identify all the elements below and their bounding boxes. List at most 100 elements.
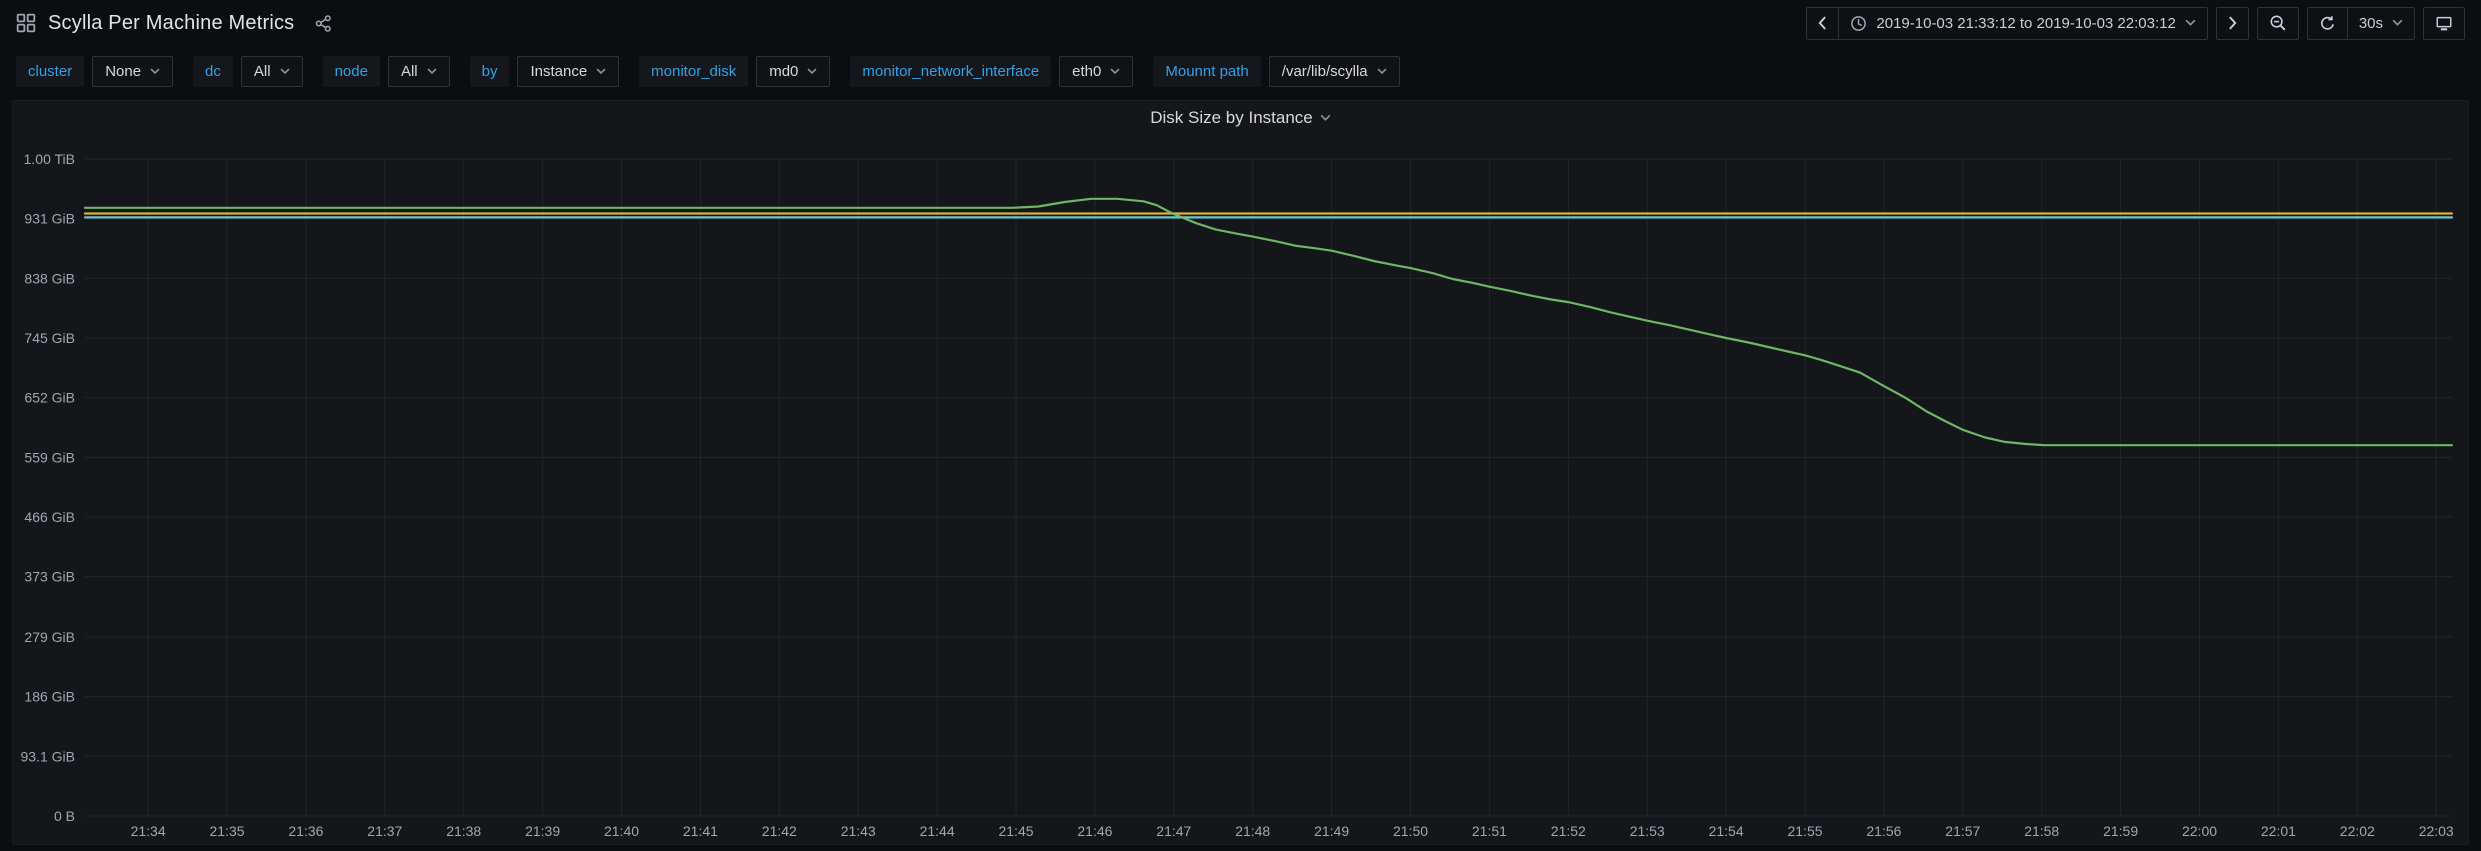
caret-down-icon [1110,68,1120,75]
x-axis-tick-label: 21:42 [762,823,797,839]
x-axis-tick-label: 21:53 [1630,823,1665,839]
caret-down-icon [2185,19,2196,27]
top-navbar: Scylla Per Machine Metrics 2019-10 [0,0,2481,46]
refresh-interval-value: 30s [2358,14,2383,32]
variable-group-node: node All [322,55,450,87]
x-axis-tick-label: 22:02 [2340,823,2375,839]
x-axis-tick-label: 21:55 [1787,823,1822,839]
panel-title: Disk Size by Instance [1150,108,1313,127]
x-axis-tick-label: 21:35 [209,823,244,839]
y-axis-tick-label: 466 GiB [24,509,75,525]
caret-down-icon [150,68,160,75]
zoom-out-icon [2270,15,2286,31]
variable-group-by: by Instance [469,55,620,87]
x-axis-tick-label: 21:54 [1709,823,1744,839]
x-axis-tick-label: 21:50 [1393,823,1428,839]
variable-label: by [469,55,510,87]
y-axis-tick-label: 186 GiB [24,689,75,705]
x-axis-tick-label: 21:48 [1235,823,1270,839]
x-axis-tick-label: 21:36 [288,823,323,839]
x-axis-tick-label: 21:47 [1156,823,1191,839]
variable-label: monitor_disk [639,55,749,87]
x-axis-tick-label: 21:38 [446,823,481,839]
y-axis-tick-label: 1.00 TiB [24,151,75,167]
variable-value-dropdown[interactable]: Instance [517,55,620,87]
panel-disk-size: Disk Size by Instance 1.00 TiB 931 GiB 838… [12,100,2469,845]
x-axis-tick-label: 22:01 [2261,823,2296,839]
share-button[interactable] [314,14,333,33]
refresh-controls: 30s [2306,6,2415,40]
variable-group-monitor-network-interface: monitor_network_interface eth0 [850,55,1134,87]
caret-down-icon [427,68,437,75]
variable-group-dc: dc All [193,55,303,87]
variable-group-monitor-disk: monitor_disk md0 [639,55,831,87]
kiosk-mode-button[interactable] [2424,8,2464,39]
y-axis-tick-label: 931 GiB [24,211,75,227]
x-axis-tick-label: 22:03 [2419,823,2454,839]
variable-selected-value: md0 [769,62,799,80]
variable-value-dropdown[interactable]: None [92,55,174,87]
x-axis-tick-label: 21:37 [367,823,402,839]
x-axis-tick-label: 21:46 [1077,823,1112,839]
caret-down-icon [280,68,290,75]
variable-value-dropdown[interactable]: md0 [756,55,831,87]
x-axis-tick-label: 21:40 [604,823,639,839]
caret-down-icon [807,68,817,75]
x-axis-tick-label: 21:58 [2024,823,2059,839]
page-title[interactable]: Scylla Per Machine Metrics [48,11,295,34]
chevron-left-icon [1818,16,1827,30]
variable-label: monitor_network_interface [850,55,1052,87]
dashboard-grid-icon[interactable] [16,13,36,33]
y-axis-tick-label: 745 GiB [24,330,75,346]
variable-selected-value: eth0 [1072,62,1102,80]
caret-down-icon [596,68,606,75]
variable-selected-value: /var/lib/scylla [1281,62,1368,80]
template-variables-row: cluster None dc All node All by Instance monitor… [0,46,2481,96]
x-axis-tick-label: 21:34 [131,823,166,839]
panel-header[interactable]: Disk Size by Instance [13,101,2468,135]
x-axis-tick-label: 21:41 [683,823,718,839]
variable-label: Mounnt path [1153,55,1261,87]
caret-down-icon [2392,19,2403,27]
y-axis-tick-label: 0 B [54,808,75,824]
x-axis-tick-label: 21:59 [2103,823,2138,839]
clock-icon [1851,15,1867,31]
refresh-button[interactable] [2308,8,2347,39]
caret-down-icon [1377,68,1387,75]
x-axis-tick-label: 21:44 [920,823,955,839]
monitor-icon [2436,16,2452,31]
y-axis-tick-label: 652 GiB [24,390,75,406]
y-axis-tick-label: 838 GiB [24,270,75,286]
variable-label: cluster [16,55,85,87]
x-axis-tick-label: 22:00 [2182,823,2217,839]
variable-value-dropdown[interactable]: All [387,55,450,87]
variable-value-dropdown[interactable]: All [240,55,303,87]
variable-label: dc [193,55,233,87]
x-axis-tick-label: 21:57 [1945,823,1980,839]
share-icon [316,14,332,32]
chevron-right-icon [2229,16,2237,30]
time-back-button[interactable] [1807,8,1838,39]
disk-size-chart[interactable]: 1.00 TiB 931 GiB 838 GiB 745 GiB 652 GiB 559 … [13,135,2468,844]
zoom-out-button[interactable] [2258,8,2298,39]
time-forward-button[interactable] [2217,8,2248,39]
variable-label: node [322,55,380,87]
variable-value-dropdown[interactable]: eth0 [1059,55,1134,87]
panel-menu-caret-icon [1320,114,1331,122]
variable-selected-value: None [105,62,142,80]
refresh-interval-select[interactable]: 30s [2348,8,2414,39]
variable-selected-value: Instance [530,62,588,80]
time-range-controls: 2019-10-03 21:33:12 to 2019-10-03 22:03:… [1806,6,2208,40]
x-axis-tick-label: 21:49 [1314,823,1349,839]
x-axis-tick-label: 21:56 [1866,823,1901,839]
variable-group-mounnt-path: Mounnt path/var/lib/scylla [1153,55,1400,87]
variable-group-cluster: cluster None [16,55,174,87]
y-axis-tick-label: 93.1 GiB [21,748,75,764]
y-axis-tick-label: 559 GiB [24,449,75,465]
variable-value-dropdown[interactable]: /var/lib/scylla [1268,55,1400,87]
x-axis-tick-label: 21:51 [1472,823,1507,839]
variable-selected-value: All [400,62,418,80]
y-axis-tick-label: 279 GiB [24,629,75,645]
time-range-button[interactable]: 2019-10-03 21:33:12 to 2019-10-03 22:03:… [1839,8,2206,39]
time-range-text: 2019-10-03 21:33:12 to 2019-10-03 22:03:… [1876,14,2176,32]
